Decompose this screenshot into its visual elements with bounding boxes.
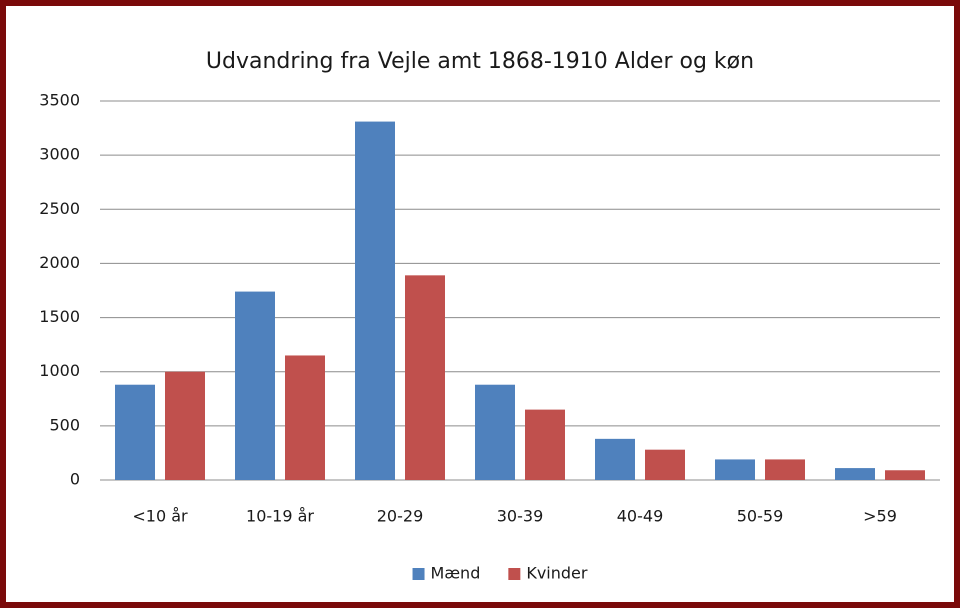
y-tick-label: 2000 <box>39 253 80 272</box>
y-tick-label: 2500 <box>39 199 80 218</box>
bar <box>765 459 805 480</box>
bar <box>285 355 325 480</box>
chart: Udvandring fra Vejle amt 1868-1910 Alder… <box>39 49 940 583</box>
x-tick-label: 20-29 <box>377 507 424 526</box>
x-tick-label: 50-59 <box>737 507 784 526</box>
x-tick-label: >59 <box>863 507 897 526</box>
y-tick-label: 1500 <box>39 307 80 326</box>
bar <box>405 275 445 480</box>
legend-label: Kvinder <box>526 564 588 583</box>
x-tick-label: 10-19 år <box>246 507 314 526</box>
legend-label: Mænd <box>431 564 481 583</box>
chart-title: Udvandring fra Vejle amt 1868-1910 Alder… <box>206 49 754 74</box>
bar <box>115 384 155 480</box>
bar <box>715 459 755 480</box>
bar <box>165 371 205 480</box>
x-tick-label: <10 år <box>132 507 188 526</box>
bar <box>885 470 925 480</box>
y-tick-label: 1000 <box>39 361 80 380</box>
bar <box>235 291 275 480</box>
bar <box>645 449 685 480</box>
bar <box>475 384 515 480</box>
legend-swatch <box>412 568 425 580</box>
x-tick-label: 40-49 <box>617 507 664 526</box>
x-tick-label: 30-39 <box>497 507 544 526</box>
bar <box>595 438 635 480</box>
y-tick-label: 3000 <box>39 145 80 164</box>
y-tick-label: 3500 <box>39 91 80 110</box>
y-tick-label: 500 <box>49 415 80 434</box>
bar <box>355 121 395 481</box>
y-tick-label: 0 <box>70 470 80 489</box>
bar <box>525 409 565 480</box>
bar <box>835 468 875 480</box>
legend-swatch <box>508 568 521 580</box>
